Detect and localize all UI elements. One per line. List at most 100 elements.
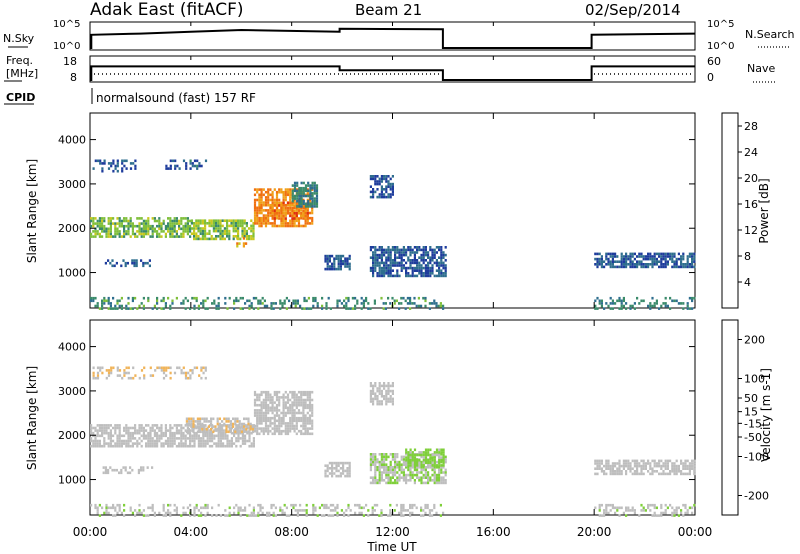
data-cell	[429, 274, 432, 278]
data-cell	[201, 422, 204, 426]
data-cell	[92, 434, 95, 438]
data-cell	[116, 366, 119, 370]
data-cell	[129, 307, 132, 310]
data-cell	[607, 263, 610, 266]
data-cell	[369, 256, 372, 259]
data-cell	[693, 472, 696, 476]
data-cell	[189, 224, 192, 228]
data-cell	[614, 472, 617, 476]
data-cell	[302, 393, 305, 397]
data-cell	[169, 511, 172, 515]
data-cell	[291, 427, 294, 430]
data-cell	[394, 481, 397, 485]
data-cell	[424, 511, 427, 515]
data-cell	[662, 257, 665, 261]
data-cell	[693, 467, 696, 470]
data-cell	[673, 263, 676, 266]
data-cell	[346, 472, 349, 475]
data-cell	[222, 442, 225, 445]
data-cell	[260, 406, 263, 410]
data-cell	[252, 237, 255, 241]
data-cell	[380, 514, 383, 517]
data-cell	[383, 395, 386, 398]
data-cell	[380, 455, 383, 459]
data-cell	[387, 400, 390, 403]
data-cell	[286, 212, 290, 215]
data-cell	[116, 159, 119, 163]
data-cell	[189, 437, 192, 440]
data-cell	[346, 467, 349, 470]
data-cell	[269, 211, 272, 215]
data-cell	[374, 251, 377, 254]
data-cell	[213, 299, 216, 303]
data-cell	[418, 246, 421, 249]
data-cell	[98, 227, 101, 231]
data-cell	[396, 269, 399, 272]
data-cell	[642, 509, 645, 512]
data-cell	[219, 229, 222, 233]
data-cell	[182, 371, 185, 375]
data-cell	[143, 366, 146, 370]
data-cell	[291, 194, 294, 198]
data-cell	[640, 260, 643, 263]
data-cell	[431, 464, 434, 467]
data-cell	[671, 467, 674, 470]
data-cell	[376, 274, 379, 278]
data-cell	[160, 299, 163, 303]
data-cell	[653, 511, 656, 515]
data-cell	[402, 503, 405, 507]
data-cell	[227, 430, 230, 434]
data-cell	[649, 304, 652, 308]
data-cell	[291, 184, 294, 187]
data-cell	[185, 167, 188, 170]
data-cell	[631, 265, 634, 269]
data-cell	[142, 232, 145, 236]
data-cell	[422, 476, 425, 479]
data-cell	[411, 272, 414, 275]
data-cell	[440, 248, 443, 252]
data-cell	[651, 257, 654, 261]
data-cell	[396, 248, 399, 252]
data-cell	[195, 219, 198, 222]
data-cell	[196, 430, 199, 434]
data-cell	[625, 470, 628, 473]
data-cell	[328, 254, 331, 258]
data-cell	[291, 214, 294, 218]
data-cell	[369, 185, 372, 188]
data-cell	[256, 393, 259, 397]
data-cell	[631, 509, 634, 512]
data-cell	[376, 253, 379, 257]
data-cell	[293, 419, 296, 423]
data-cell	[260, 219, 263, 223]
data-cell	[438, 471, 441, 474]
data-cell	[107, 431, 110, 435]
data-cell	[394, 453, 397, 456]
data-cell	[120, 296, 123, 300]
data-cell	[262, 209, 265, 212]
data-cell	[405, 251, 408, 254]
data-cell	[686, 257, 689, 261]
data-cell	[440, 460, 443, 464]
data-cell	[378, 182, 381, 186]
data-cell	[405, 269, 408, 272]
data-cell	[295, 422, 298, 425]
data-cell	[387, 266, 390, 270]
data-cell	[284, 411, 287, 415]
data-cell	[411, 458, 414, 462]
data-cell	[256, 214, 259, 217]
data-cell	[385, 471, 388, 474]
data-cell	[204, 219, 207, 222]
data-cell	[609, 503, 612, 507]
data-cell	[273, 204, 276, 207]
data-cell	[594, 257, 597, 261]
data-cell	[169, 514, 172, 517]
data-cell	[143, 376, 146, 380]
data-cell	[164, 424, 167, 427]
data-cell	[411, 511, 414, 515]
data-cell	[199, 425, 202, 428]
data-cell	[306, 429, 309, 433]
data-cell	[651, 260, 654, 263]
data-cell	[638, 464, 641, 468]
data-cell	[372, 190, 375, 194]
data-cell	[378, 384, 381, 388]
